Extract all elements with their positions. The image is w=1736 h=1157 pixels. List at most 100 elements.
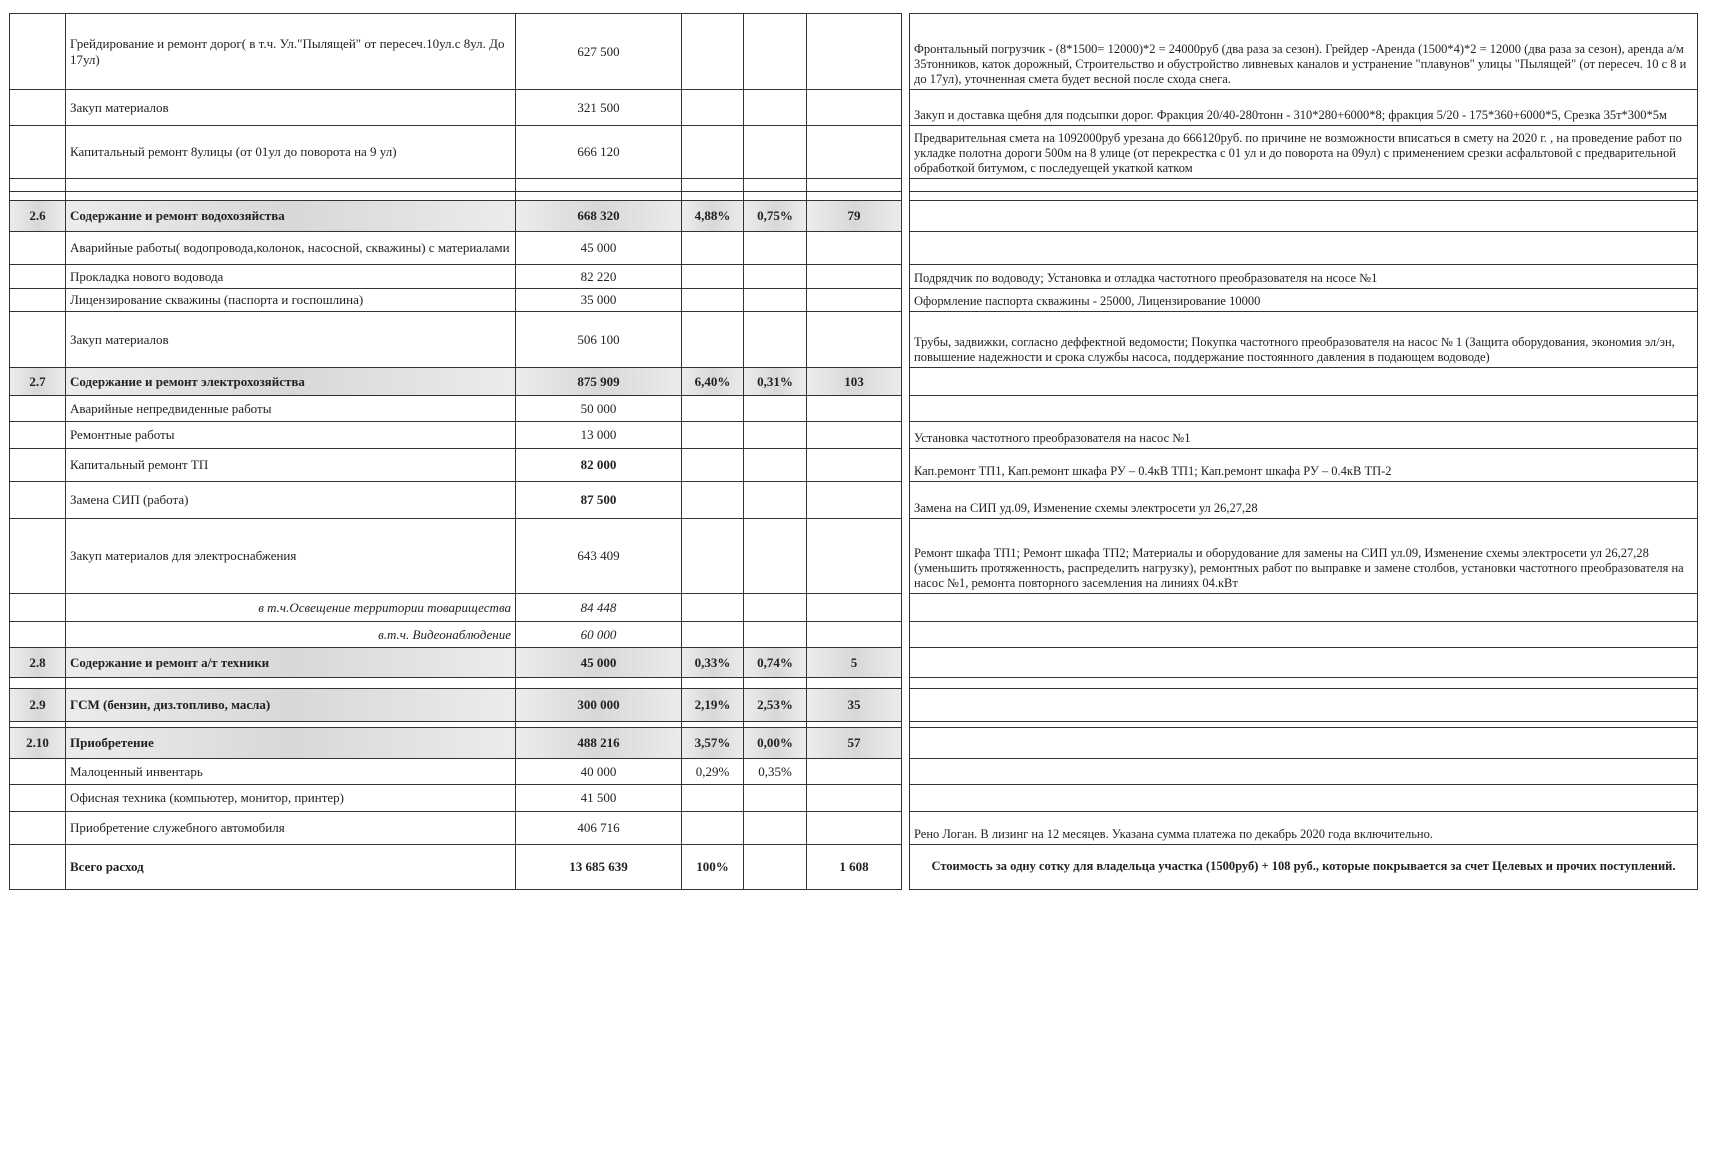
cell-num	[9, 593, 66, 622]
cell-gap	[901, 784, 910, 812]
cell-pct: 0,35%	[743, 758, 807, 785]
cell-pct	[681, 677, 744, 689]
cell-pct: 0,33%	[681, 647, 744, 678]
budget-table: Грейдирование и ремонт дорог( в т.ч. Ул.…	[9, 13, 1698, 890]
cell-amt: 668 320	[515, 200, 682, 232]
cell-pct: 2,19%	[681, 688, 744, 722]
cell-gap	[901, 688, 910, 722]
cell-amt: 82 220	[515, 264, 682, 289]
cell-amt: 488 216	[515, 727, 682, 759]
cell-num	[9, 421, 66, 449]
spacer-row	[9, 178, 1698, 192]
cell-gap	[901, 421, 910, 449]
table-row: Лицензирование скважины (паспорта и госп…	[9, 288, 1698, 312]
cell-per	[806, 231, 902, 265]
cell-pct	[681, 784, 744, 812]
cell-pct	[681, 421, 744, 449]
cell-num	[9, 518, 66, 594]
cell-note	[909, 688, 1698, 722]
cell-name: в т.ч.Освещение территории товарищества	[65, 593, 516, 622]
cell-amt: 45 000	[515, 231, 682, 265]
cell-name: Капитальный ремонт ТП	[65, 448, 516, 482]
cell-pct	[681, 448, 744, 482]
cell-num: 2.9	[9, 688, 66, 722]
cell-pct: 100%	[681, 844, 744, 890]
cell-pct	[743, 13, 807, 90]
cell-name	[65, 191, 516, 201]
cell-per	[806, 784, 902, 812]
cell-note: Рено Логан. В лизинг на 12 месяцев. Указ…	[909, 811, 1698, 845]
cell-amt: 82 000	[515, 448, 682, 482]
cell-note	[909, 395, 1698, 422]
cell-per	[806, 395, 902, 422]
cell-pct	[743, 264, 807, 289]
cell-gap	[901, 811, 910, 845]
cell-gap	[901, 518, 910, 594]
cell-name: Замена СИП (работа)	[65, 481, 516, 519]
cell-pct	[743, 125, 807, 179]
cell-pct	[743, 518, 807, 594]
cell-note: Трубы, задвижки, согласно деффектной вед…	[909, 311, 1698, 368]
cell-pct	[681, 395, 744, 422]
cell-gap	[901, 13, 910, 90]
cell-gap	[901, 200, 910, 232]
cell-amt: 666 120	[515, 125, 682, 179]
cell-note	[909, 200, 1698, 232]
cell-note	[909, 367, 1698, 396]
cell-name: Содержание и ремонт водохозяйства	[65, 200, 516, 232]
cell-pct: 3,57%	[681, 727, 744, 759]
cell-name: Приобретение служебного автомобиля	[65, 811, 516, 845]
cell-gap	[901, 621, 910, 648]
cell-per	[806, 481, 902, 519]
cell-name: Закуп материалов для электроснабжения	[65, 518, 516, 594]
table-row: 2.7 Содержание и ремонт электрохозяйства 8…	[9, 367, 1698, 396]
cell-gap	[901, 844, 910, 890]
cell-note: Закуп и доставка щебня для подсыпки доро…	[909, 89, 1698, 126]
cell-num	[9, 844, 66, 890]
cell-pct	[681, 89, 744, 126]
cell-name: Лицензирование скважины (паспорта и госп…	[65, 288, 516, 312]
cell-note	[909, 191, 1698, 201]
cell-pct	[681, 178, 744, 192]
cell-per	[806, 593, 902, 622]
cell-gap	[901, 288, 910, 312]
cell-name: Аварийные непредвиденные работы	[65, 395, 516, 422]
cell-pct	[743, 231, 807, 265]
table-row: Аварийные непредвиденные работы 50 000	[9, 395, 1698, 422]
cell-pct	[743, 844, 807, 890]
spacer-row	[9, 677, 1698, 689]
cell-gap	[901, 448, 910, 482]
cell-name: Всего расход	[65, 844, 516, 890]
cell-per	[806, 125, 902, 179]
cell-per	[806, 448, 902, 482]
cell-num	[9, 13, 66, 90]
cell-name: Капитальный ремонт 8улицы (от 01ул до по…	[65, 125, 516, 179]
table-row: Капитальный ремонт 8улицы (от 01ул до по…	[9, 125, 1698, 179]
cell-amt: 627 500	[515, 13, 682, 90]
cell-note	[909, 677, 1698, 689]
cell-pct	[743, 784, 807, 812]
cell-pct	[743, 621, 807, 648]
cell-pct	[743, 89, 807, 126]
table-row: Замена СИП (работа) 87 500 Замена на СИП у…	[9, 481, 1698, 519]
cell-pct	[743, 191, 807, 201]
cell-name: Содержание и ремонт а/т техники	[65, 647, 516, 678]
cell-name: Малоценный инвентарь	[65, 758, 516, 785]
cell-per	[806, 811, 902, 845]
cell-amt: 300 000	[515, 688, 682, 722]
table-row: Всего расход 13 685 639 100% 1 608 Стоимость…	[9, 844, 1698, 890]
cell-pct	[681, 811, 744, 845]
table-row: Грейдирование и ремонт дорог( в т.ч. Ул.…	[9, 13, 1698, 90]
cell-amt: 506 100	[515, 311, 682, 368]
cell-num	[9, 231, 66, 265]
table-row: Капитальный ремонт ТП 82 000 Кап.ремонт ТП…	[9, 448, 1698, 482]
cell-pct: 0,74%	[743, 647, 807, 678]
cell-per	[806, 264, 902, 289]
cell-pct	[681, 481, 744, 519]
cell-amt: 41 500	[515, 784, 682, 812]
cell-per	[806, 178, 902, 192]
cell-name	[65, 178, 516, 192]
cell-num	[9, 395, 66, 422]
cell-num	[9, 758, 66, 785]
cell-note	[909, 593, 1698, 622]
